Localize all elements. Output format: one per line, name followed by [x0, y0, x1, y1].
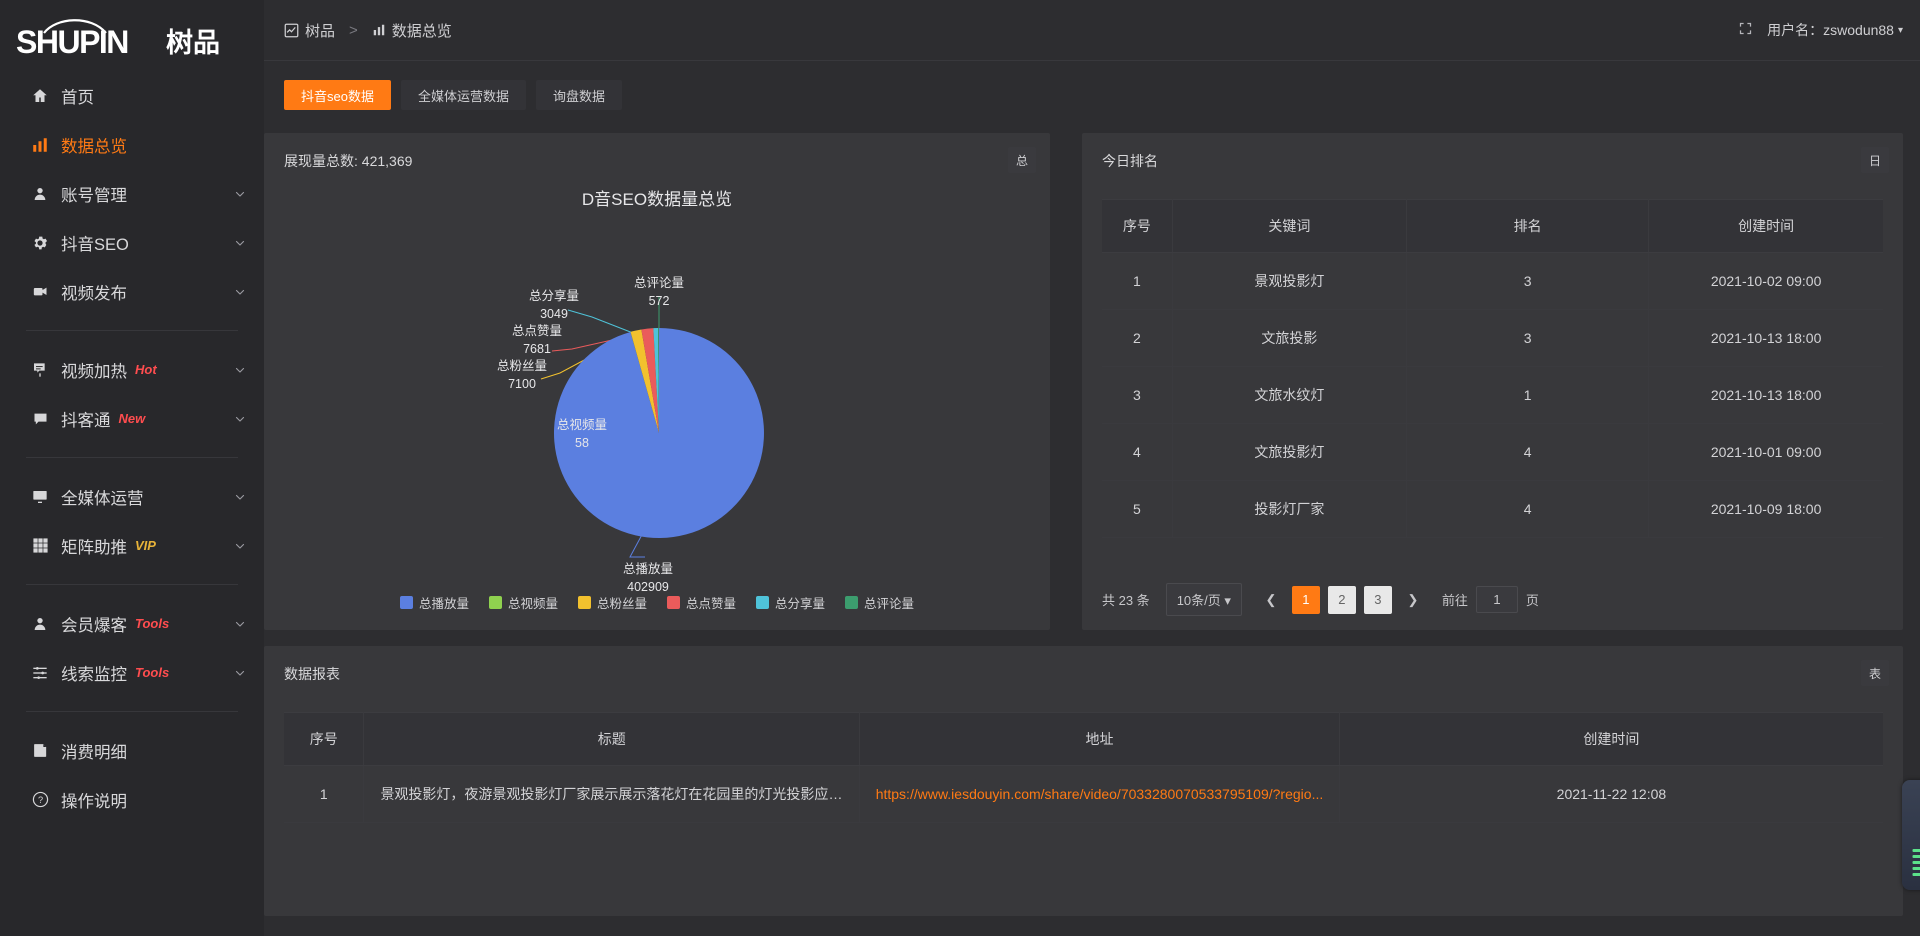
svg-text:SHUPIN: SHUPIN — [16, 24, 128, 59]
svg-text:7681: 7681 — [523, 342, 551, 356]
svg-text:7100: 7100 — [508, 377, 536, 391]
svg-text:总分享量: 总分享量 — [529, 288, 579, 303]
svg-text:总粉丝量: 总粉丝量 — [497, 358, 547, 373]
svg-text:?: ? — [37, 795, 42, 805]
svg-text:树品: 树品 — [166, 28, 220, 58]
svg-text:402909: 402909 — [627, 580, 669, 594]
svg-text:总点赞量: 总点赞量 — [512, 324, 562, 338]
svg-text:总评论量: 总评论量 — [634, 276, 684, 290]
svg-text:总播放量: 总播放量 — [623, 561, 673, 576]
svg-text:3049: 3049 — [540, 307, 568, 321]
svg-text:总视频量: 总视频量 — [557, 417, 607, 432]
svg-text:58: 58 — [575, 436, 589, 450]
svg-text:572: 572 — [649, 294, 670, 308]
